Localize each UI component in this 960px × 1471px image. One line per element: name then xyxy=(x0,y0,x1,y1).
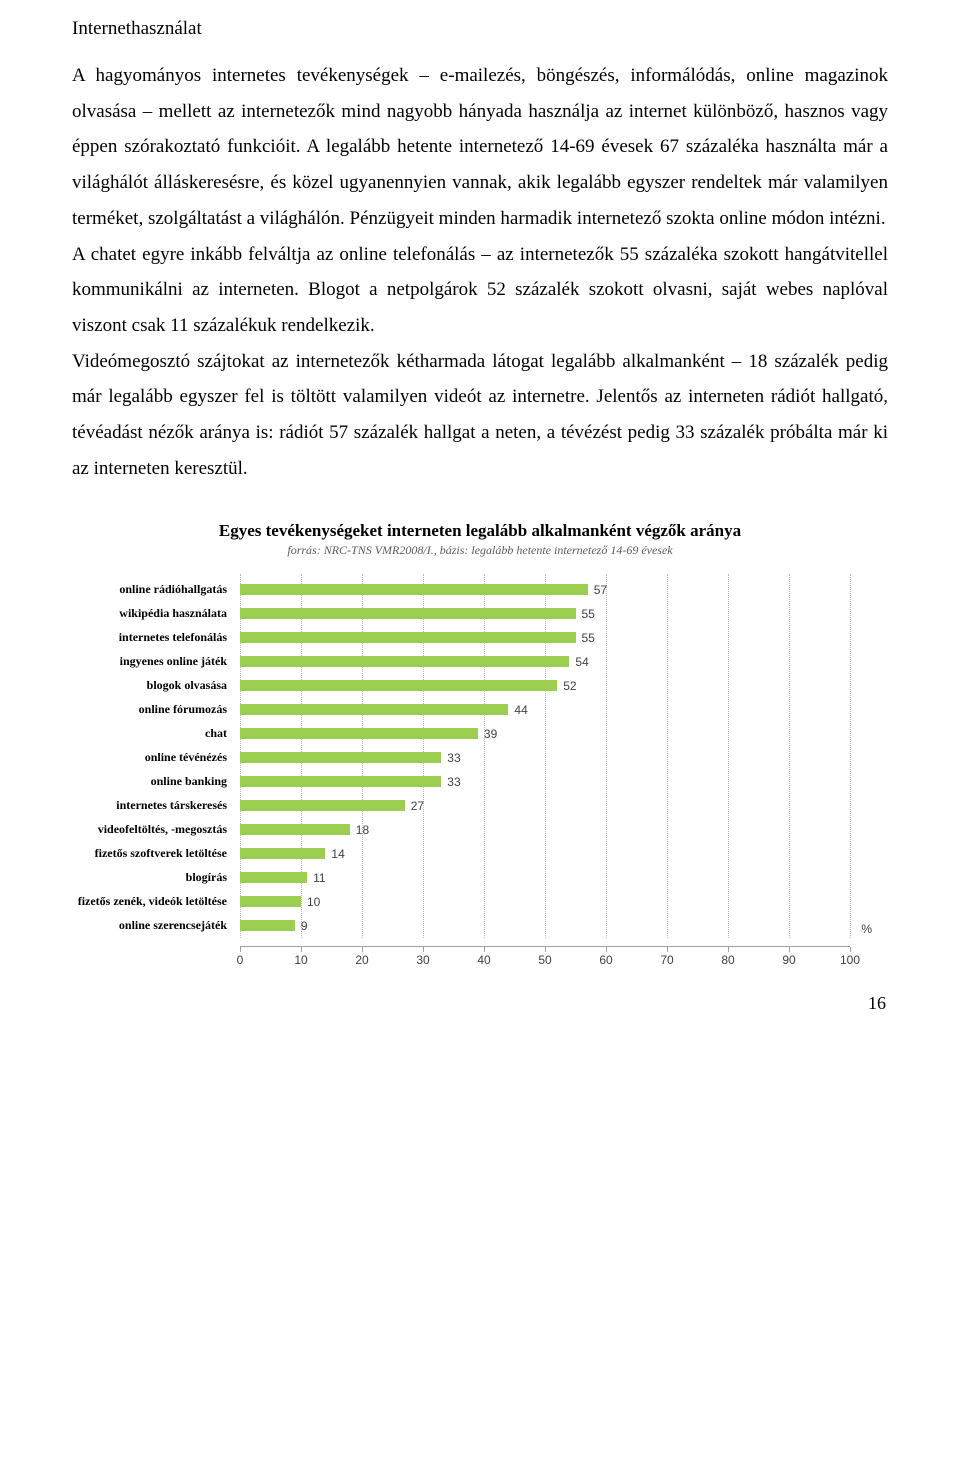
x-label: 50 xyxy=(538,953,551,967)
bar xyxy=(240,752,441,763)
x-label: 90 xyxy=(782,953,795,967)
bar-row: 55 xyxy=(240,626,850,650)
bar-row: 57 xyxy=(240,578,850,602)
bar xyxy=(240,800,405,811)
chart-container: Egyes tevékenységeket interneten legaláb… xyxy=(72,521,888,1008)
bar-value: 55 xyxy=(582,607,595,621)
unit-label: % xyxy=(861,922,872,936)
x-label: 20 xyxy=(355,953,368,967)
bar-row: 55 xyxy=(240,602,850,626)
bar xyxy=(240,776,441,787)
bar-row: 44 xyxy=(240,698,850,722)
bar-row: 54 xyxy=(240,650,850,674)
bar xyxy=(240,656,569,667)
bar xyxy=(240,872,307,883)
bar xyxy=(240,584,588,595)
x-tick xyxy=(789,947,790,952)
paragraph-2: A chatet egyre inkább felváltja az onlin… xyxy=(72,237,888,344)
x-tick xyxy=(362,947,363,952)
x-label: 60 xyxy=(599,953,612,967)
y-label: internetes telefonálás xyxy=(75,626,233,650)
x-tick xyxy=(667,947,668,952)
bar-value: 57 xyxy=(594,583,607,597)
y-label: chat xyxy=(75,722,233,746)
x-axis: 0102030405060708090100 xyxy=(240,946,850,966)
bar-row: 14 xyxy=(240,842,850,866)
bars-group: 57 55 55 54 52 44 39 33 33 27 18 14 11 10 9 xyxy=(240,578,850,938)
bar xyxy=(240,824,350,835)
x-tick xyxy=(423,947,424,952)
bar xyxy=(240,632,576,643)
bar-value: 11 xyxy=(313,871,325,885)
bar-row: 11 xyxy=(240,866,850,890)
y-label: online fórumozás xyxy=(75,698,233,722)
y-label: online banking xyxy=(75,770,233,794)
x-label: 10 xyxy=(294,953,307,967)
bar-row: 39 xyxy=(240,722,850,746)
x-tick xyxy=(484,947,485,952)
x-label: 0 xyxy=(237,953,244,967)
bar-value: 33 xyxy=(447,751,460,765)
bar-value: 27 xyxy=(411,799,424,813)
bar-value: 44 xyxy=(514,703,527,717)
bar xyxy=(240,608,576,619)
bar-row: 18 xyxy=(240,818,850,842)
bar-chart: online rádióhallgatáswikipédia használat… xyxy=(75,568,885,1008)
x-label: 40 xyxy=(477,953,490,967)
grid-line xyxy=(850,574,851,938)
x-label: 70 xyxy=(660,953,673,967)
x-tick xyxy=(545,947,546,952)
bar xyxy=(240,920,295,931)
y-label: online rádióhallgatás xyxy=(75,578,233,602)
bar xyxy=(240,728,478,739)
bar xyxy=(240,848,325,859)
plot-area: 57555554524439333327181411109 % xyxy=(240,574,850,964)
y-label: fizetős zenék, videók letöltése xyxy=(75,890,233,914)
x-label: 30 xyxy=(416,953,429,967)
bar xyxy=(240,704,508,715)
y-label: fizetős szoftverek letöltése xyxy=(75,842,233,866)
paragraph-1: A hagyományos internetes tevékenységek –… xyxy=(72,58,888,237)
bar-value: 52 xyxy=(563,679,576,693)
x-tick xyxy=(728,947,729,952)
bar-row: 10 xyxy=(240,890,850,914)
x-tick xyxy=(850,947,851,952)
bar-row: 33 xyxy=(240,770,850,794)
bar-value: 9 xyxy=(301,919,308,933)
paragraph-3: Videómegosztó szájtokat az internetezők … xyxy=(72,344,888,487)
y-label: online tévénézés xyxy=(75,746,233,770)
x-tick xyxy=(301,947,302,952)
x-tick xyxy=(606,947,607,952)
y-label: internetes társkeresés xyxy=(75,794,233,818)
bar-value: 18 xyxy=(356,823,369,837)
bar-row: 33 xyxy=(240,746,850,770)
y-label: blogok olvasása xyxy=(75,674,233,698)
bar-value: 39 xyxy=(484,727,497,741)
y-label: online szerencsejáték xyxy=(75,914,233,938)
page-number: 16 xyxy=(868,993,886,1014)
chart-title: Egyes tevékenységeket interneten legaláb… xyxy=(72,521,888,541)
chart-subtitle: forrás: NRC-TNS VMR2008/I., bázis: legal… xyxy=(72,543,888,558)
bar xyxy=(240,680,557,691)
bar-value: 33 xyxy=(447,775,460,789)
bar-value: 54 xyxy=(575,655,588,669)
x-tick xyxy=(240,947,241,952)
bar-value: 10 xyxy=(307,895,320,909)
y-label: blogírás xyxy=(75,866,233,890)
x-label: 100 xyxy=(840,953,860,967)
y-label: ingyenes online játék xyxy=(75,650,233,674)
bar xyxy=(240,896,301,907)
y-label: wikipédia használata xyxy=(75,602,233,626)
y-label: videofeltöltés, -megosztás xyxy=(75,818,233,842)
bar-row: 52 xyxy=(240,674,850,698)
y-axis-labels: online rádióhallgatáswikipédia használat… xyxy=(75,578,233,938)
bar-row: 27 xyxy=(240,794,850,818)
bar-value: 55 xyxy=(582,631,595,645)
x-label: 80 xyxy=(721,953,734,967)
section-heading: Internethasználat xyxy=(72,18,888,40)
bar-row: 9 xyxy=(240,914,850,938)
bar-value: 14 xyxy=(331,847,344,861)
